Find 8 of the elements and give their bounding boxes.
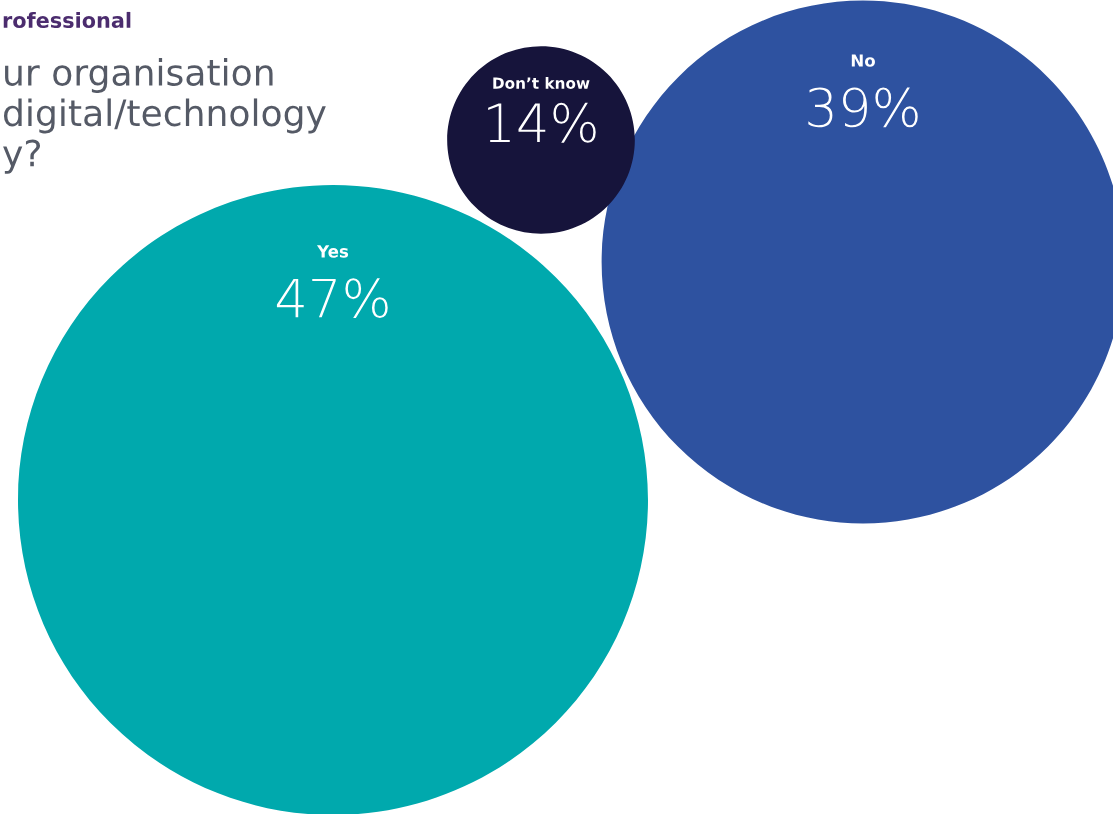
category-label: Don’t know (493, 77, 590, 89)
category-label: Yes (316, 245, 349, 258)
data-label: 47% (276, 278, 388, 319)
category-label: No (851, 54, 875, 67)
data-label: 39% (808, 87, 918, 128)
text: rofessional (3, 11, 131, 29)
text: ur organisation digital/technology y? (3, 58, 326, 174)
data-label: 14% (488, 102, 596, 143)
